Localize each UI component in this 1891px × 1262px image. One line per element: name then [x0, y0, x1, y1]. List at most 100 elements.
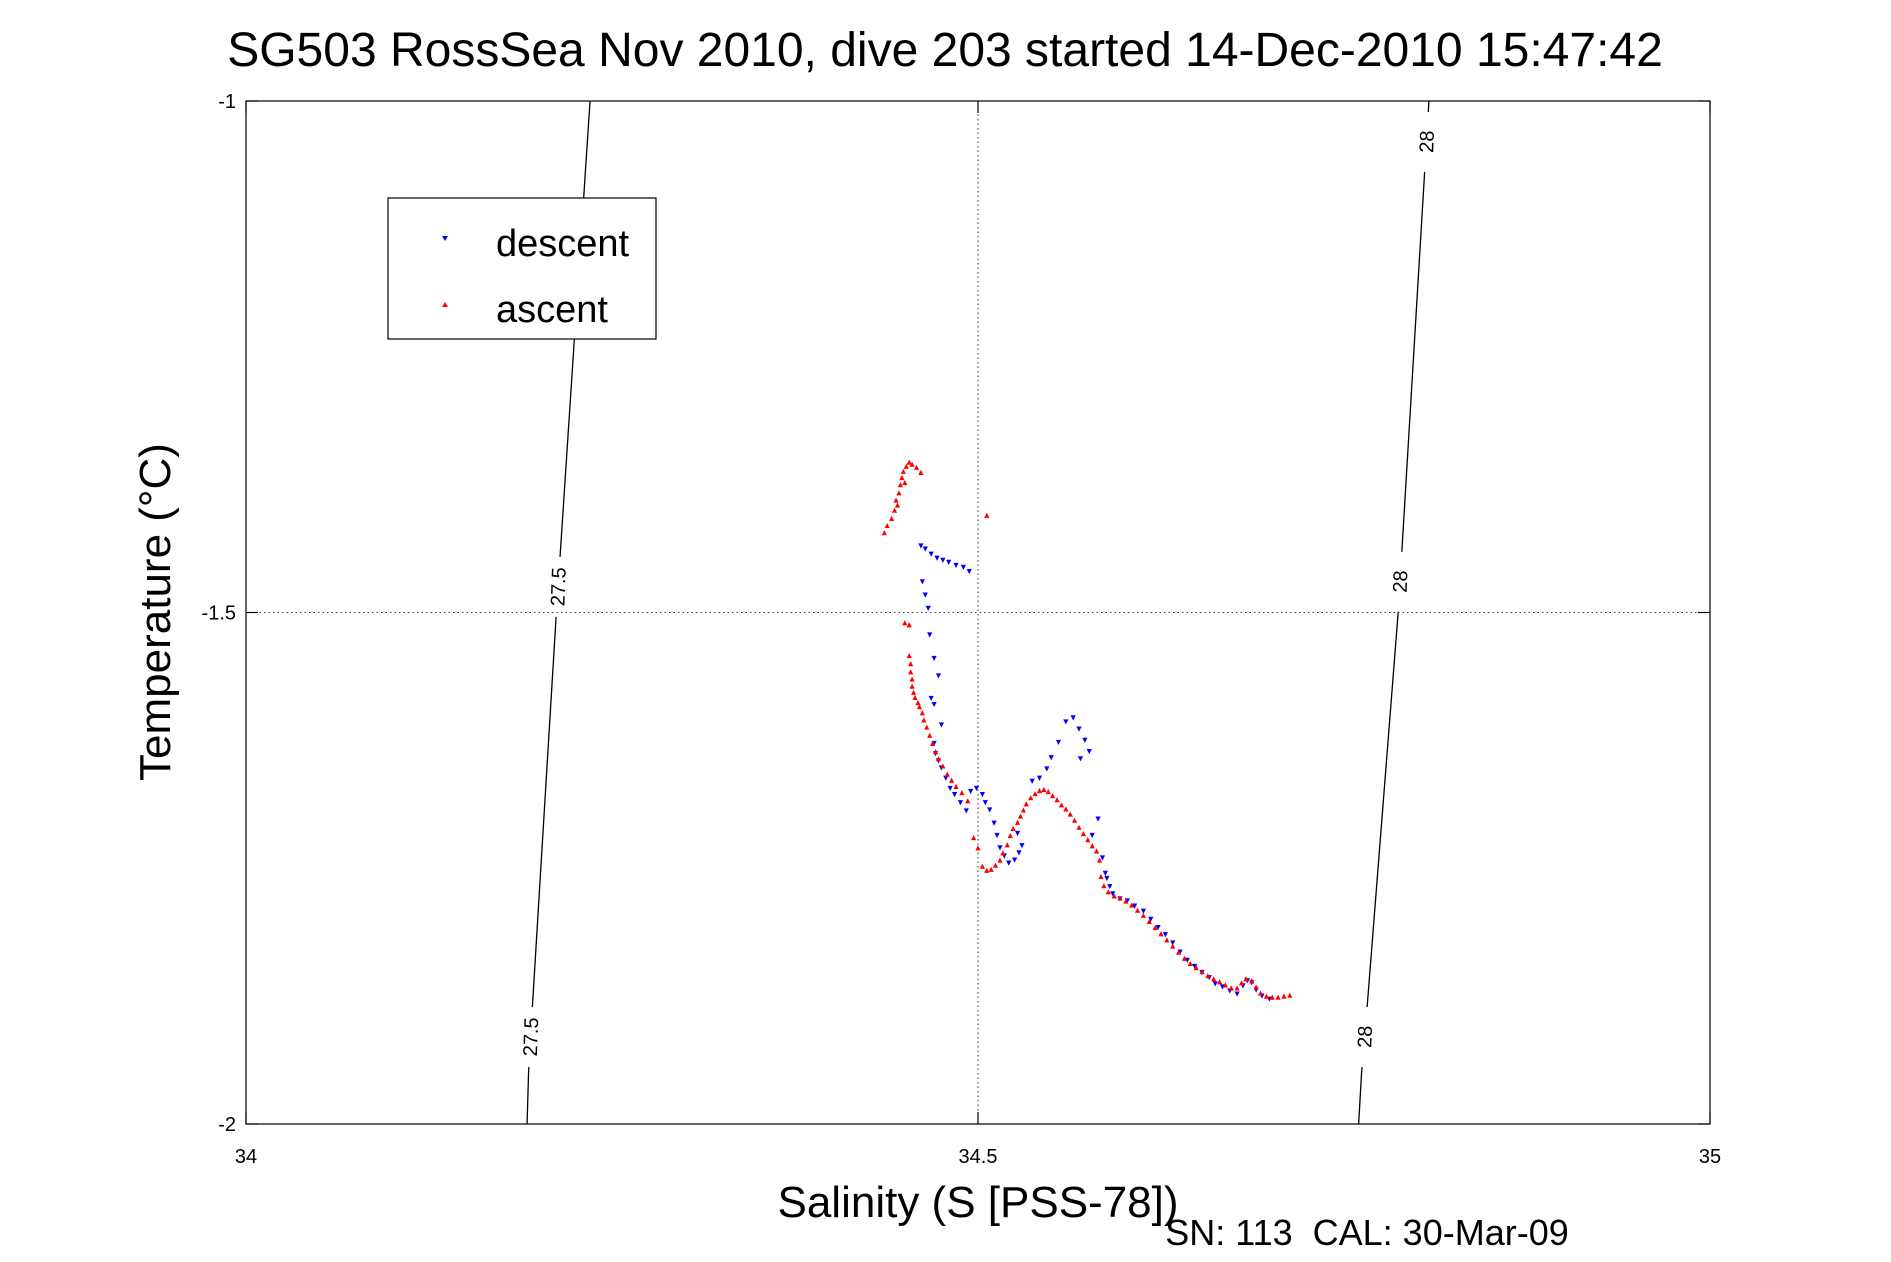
data-point-ascent	[919, 710, 925, 716]
data-point-descent	[982, 800, 988, 806]
data-point-ascent	[1032, 790, 1038, 797]
data-point-descent	[1070, 715, 1076, 721]
data-point-descent	[1036, 775, 1043, 781]
data-point-descent	[1077, 756, 1084, 762]
y-tick-label: -2	[218, 1114, 236, 1136]
data-point-descent	[940, 557, 946, 563]
data-point-ascent	[1036, 787, 1043, 794]
data-point-ascent	[1269, 994, 1275, 1000]
data-point-ascent	[910, 689, 917, 695]
legend-marker-ascent	[442, 302, 448, 307]
data-point-ascent	[1249, 978, 1255, 984]
data-point-ascent	[906, 622, 912, 628]
data-point-descent	[1102, 870, 1108, 876]
data-point-ascent	[915, 699, 921, 706]
data-point-descent	[1132, 903, 1138, 909]
data-point-descent	[951, 791, 958, 798]
data-point-descent	[1086, 749, 1092, 755]
data-point-ascent	[1238, 980, 1245, 986]
data-point-ascent	[894, 502, 901, 508]
data-point-descent	[938, 722, 944, 728]
data-point-ascent	[971, 834, 977, 841]
data-point-ascent	[944, 771, 950, 777]
data-point-ascent	[1028, 795, 1034, 801]
data-point-descent	[925, 605, 931, 612]
data-point-descent	[1029, 778, 1035, 784]
data-point-descent	[1099, 855, 1106, 861]
data-point-ascent	[1287, 992, 1293, 998]
data-point-ascent	[940, 763, 946, 769]
data-point-descent	[928, 695, 934, 702]
data-point-ascent	[1058, 802, 1065, 808]
data-point-descent	[1063, 719, 1069, 725]
data-point-ascent	[930, 740, 936, 747]
data-point-ascent	[1216, 979, 1223, 985]
data-point-descent	[919, 579, 925, 585]
data-point-descent	[968, 788, 974, 795]
data-point-descent	[1076, 726, 1082, 732]
data-point-ascent	[918, 469, 924, 475]
data-point-ascent	[975, 845, 981, 851]
data-point-ascent	[909, 676, 915, 682]
legend-label-ascent: ascent	[496, 289, 608, 331]
data-point-descent	[1055, 739, 1062, 746]
data-point-ascent	[902, 479, 908, 486]
data-point-ascent	[979, 863, 985, 869]
data-point-ascent	[881, 530, 887, 536]
data-point-ascent	[1067, 811, 1073, 817]
data-point-descent	[922, 592, 928, 598]
data-point-ascent	[1093, 848, 1100, 854]
data-point-descent	[991, 820, 997, 826]
data-point-ascent	[959, 789, 965, 796]
data-point-ascent	[1000, 850, 1006, 856]
data-point-ascent	[1205, 973, 1211, 979]
data-point-descent	[928, 551, 934, 557]
data-point-ascent	[912, 694, 918, 701]
data-point-ascent	[1063, 806, 1069, 812]
data-point-descent	[1006, 860, 1012, 866]
data-point-descent	[1170, 940, 1176, 946]
data-point-ascent	[913, 464, 920, 470]
data-point-ascent	[965, 798, 971, 804]
data-point-ascent	[1054, 797, 1060, 803]
data-point-ascent	[916, 704, 923, 710]
data-point-ascent	[1017, 813, 1024, 819]
data-point-descent	[931, 701, 937, 708]
data-point-descent	[927, 632, 933, 638]
data-point-descent	[922, 546, 928, 552]
data-point-descent	[1148, 916, 1154, 922]
chart-title: SG503 RossSea Nov 2010, dive 203 started…	[227, 24, 1663, 77]
data-point-ascent	[935, 756, 942, 762]
data-point-descent	[1082, 737, 1088, 743]
isopycnal-label: 27.5	[547, 567, 570, 607]
data-point-descent	[1095, 816, 1101, 822]
data-point-ascent	[1101, 883, 1107, 889]
data-point-ascent	[908, 669, 914, 675]
data-point-ascent	[1257, 990, 1264, 996]
data-point-ascent	[1164, 937, 1170, 943]
data-point-descent	[1107, 884, 1113, 890]
data-point-descent	[947, 785, 953, 792]
data-point-ascent	[1228, 985, 1234, 991]
data-point-ascent	[1089, 843, 1095, 849]
data-point-ascent	[893, 497, 899, 503]
data-point-descent	[1140, 908, 1147, 914]
calibration-footnote: SN: 113 CAL: 30-Mar-09	[1165, 1212, 1569, 1253]
x-tick-label: 34	[235, 1146, 257, 1168]
data-point-ascent	[953, 783, 959, 790]
data-point-ascent	[1105, 889, 1111, 895]
data-point-descent	[994, 832, 1000, 839]
data-point-descent	[1162, 932, 1168, 938]
legend-marker-descent	[442, 236, 448, 241]
data-point-ascent	[924, 724, 930, 730]
data-point-ascent	[1243, 976, 1249, 982]
data-point-ascent	[1187, 960, 1193, 966]
legend-label-descent: descent	[496, 223, 630, 265]
data-point-ascent	[1117, 895, 1123, 901]
data-point-ascent	[1020, 807, 1026, 813]
isopycnal-label: 27.5	[520, 1017, 543, 1057]
data-point-ascent	[984, 867, 990, 873]
data-point-descent	[1212, 981, 1218, 987]
x-axis-label: Salinity (S [PSS-78])	[777, 1178, 1178, 1227]
data-point-ascent	[1170, 943, 1176, 949]
